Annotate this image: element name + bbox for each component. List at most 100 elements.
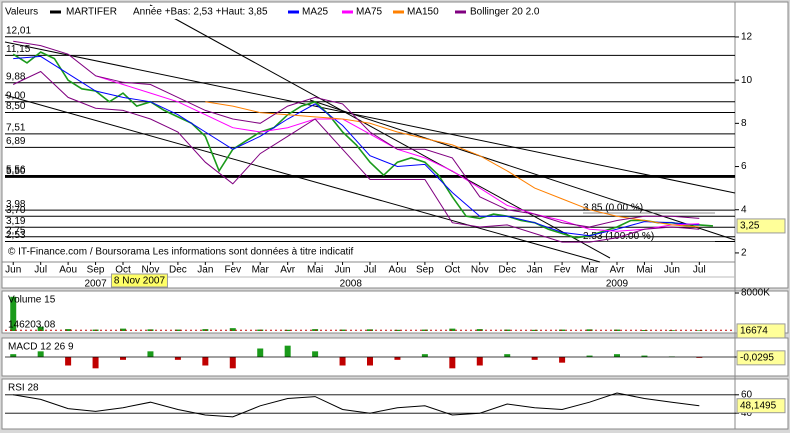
bar <box>641 355 648 357</box>
bar <box>339 329 346 331</box>
x-tick-label: Fev <box>554 265 571 276</box>
y-tick-label: 40 <box>741 408 753 419</box>
bar <box>476 329 483 331</box>
series-line <box>13 40 700 228</box>
last-value-label: -0,0295 <box>740 352 774 363</box>
level-label: 9,88 <box>6 71 26 82</box>
level-label: 3,98 <box>6 199 26 210</box>
bar <box>476 357 483 366</box>
bar <box>586 355 593 357</box>
last-value-label: 48,1495 <box>740 400 777 411</box>
bar <box>284 329 291 331</box>
x-tick-label: Dec <box>169 265 187 276</box>
bar <box>339 357 346 366</box>
x-tick-label: Fev <box>224 265 241 276</box>
reference-label: 146203,08 <box>8 320 56 331</box>
bar <box>174 329 181 331</box>
level-label: 3,19 <box>6 216 26 227</box>
cursor-box <box>110 273 168 288</box>
legend-entry: MA150 <box>407 7 439 18</box>
year-label: 2007 <box>84 279 107 290</box>
x-tick-label: Mar <box>252 265 270 276</box>
x-tick-label: Jun <box>5 265 21 276</box>
fib-label: 2.53 (100.00 %) <box>583 231 654 242</box>
bar <box>92 357 99 369</box>
bar <box>449 357 456 369</box>
x-tick-label: Jan <box>197 265 213 276</box>
level-label: 9,00 <box>6 90 26 101</box>
level-label: 11,15 <box>6 44 31 55</box>
bar <box>394 357 401 360</box>
x-tick-label: Mar <box>581 265 599 276</box>
bar <box>504 329 511 331</box>
cursor-label: 8 Nov 2007 <box>114 276 166 287</box>
level-label: 7,51 <box>6 123 26 134</box>
y-tick-label: 12 <box>741 32 753 43</box>
x-tick-label: Nov <box>471 265 489 276</box>
bar <box>586 329 593 331</box>
year-label: 2008 <box>340 279 363 290</box>
bar <box>37 351 44 357</box>
series-line <box>13 55 700 237</box>
legend-entry: MA25 <box>302 7 329 18</box>
fib-label: 3.85 (0.00 %) <box>583 203 643 214</box>
x-tick-label: Oct <box>445 265 461 276</box>
series-line <box>205 101 700 228</box>
level-label: 2,53 <box>6 230 26 241</box>
legend-entry: MARTIFER <box>66 7 117 18</box>
y-tick-label: 8 <box>741 118 747 129</box>
price-panel <box>1 1 789 289</box>
x-tick-label: Jul <box>693 265 706 276</box>
trend-line <box>4 41 736 194</box>
x-tick-label: Sep <box>87 265 105 276</box>
x-tick-label: Avr <box>280 265 295 276</box>
volume-panel <box>1 290 789 334</box>
x-tick-label: Aou <box>389 265 407 276</box>
bar <box>531 329 538 331</box>
y-tick-label: 2 <box>741 248 747 259</box>
last-value-box <box>736 218 786 234</box>
bar <box>174 357 181 360</box>
bar <box>312 351 319 357</box>
bar <box>37 326 44 331</box>
level-label: 5,50 <box>6 166 26 177</box>
y-tick-label: 10 <box>741 75 753 86</box>
panel-title: Volume 15 <box>8 295 56 306</box>
bar <box>120 357 127 360</box>
bar <box>696 330 703 331</box>
bar <box>559 329 566 331</box>
rsi-panel <box>1 378 789 430</box>
bar <box>613 354 620 357</box>
bar <box>257 348 264 357</box>
series-line-lower <box>12 70 700 243</box>
year-label: 2009 <box>606 279 629 290</box>
x-tick-label: Jan <box>527 265 543 276</box>
bar <box>421 354 428 357</box>
x-tick-label: Jun <box>334 265 350 276</box>
bar <box>147 351 154 357</box>
level-label: 12,01 <box>6 25 31 36</box>
bar <box>202 357 209 366</box>
x-tick-label: Jun <box>664 265 680 276</box>
trend-line <box>4 94 601 263</box>
x-tick-label: Mai <box>636 265 652 276</box>
bar <box>229 357 236 369</box>
x-tick-label: Aou <box>59 265 77 276</box>
level-label: 3,70 <box>6 205 26 216</box>
panel-title: MACD 12 26 9 <box>8 342 74 353</box>
bar <box>421 329 428 331</box>
legend-entry: Bollinger 20 2.0 <box>470 7 540 18</box>
last-value-label: 16674 <box>740 326 768 337</box>
bar <box>449 328 456 331</box>
bar <box>10 354 17 357</box>
x-tick-label: Nov <box>142 265 160 276</box>
bar <box>559 357 566 363</box>
x-tick-label: Avr <box>610 265 625 276</box>
y-tick-label: 4 <box>741 204 747 215</box>
series-line <box>13 392 700 418</box>
bar <box>394 329 401 331</box>
x-tick-label: Jul <box>364 265 377 276</box>
y-tick-label: 60 <box>741 389 753 400</box>
